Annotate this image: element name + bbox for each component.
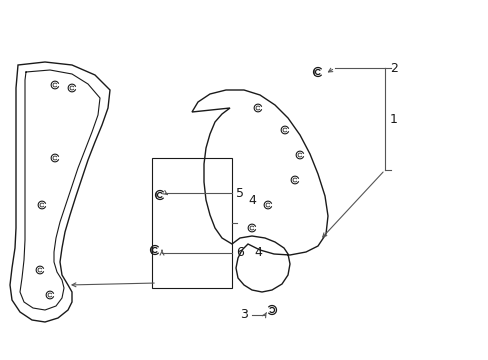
Polygon shape bbox=[192, 90, 327, 292]
Text: 6: 6 bbox=[236, 247, 244, 260]
Polygon shape bbox=[10, 62, 110, 322]
Text: 2: 2 bbox=[389, 62, 397, 75]
Text: 5: 5 bbox=[236, 186, 244, 199]
Text: 4: 4 bbox=[253, 247, 262, 260]
Text: 4: 4 bbox=[247, 194, 255, 207]
Text: 3: 3 bbox=[240, 309, 247, 321]
Text: 1: 1 bbox=[389, 113, 397, 126]
Bar bbox=[152, 158, 231, 288]
